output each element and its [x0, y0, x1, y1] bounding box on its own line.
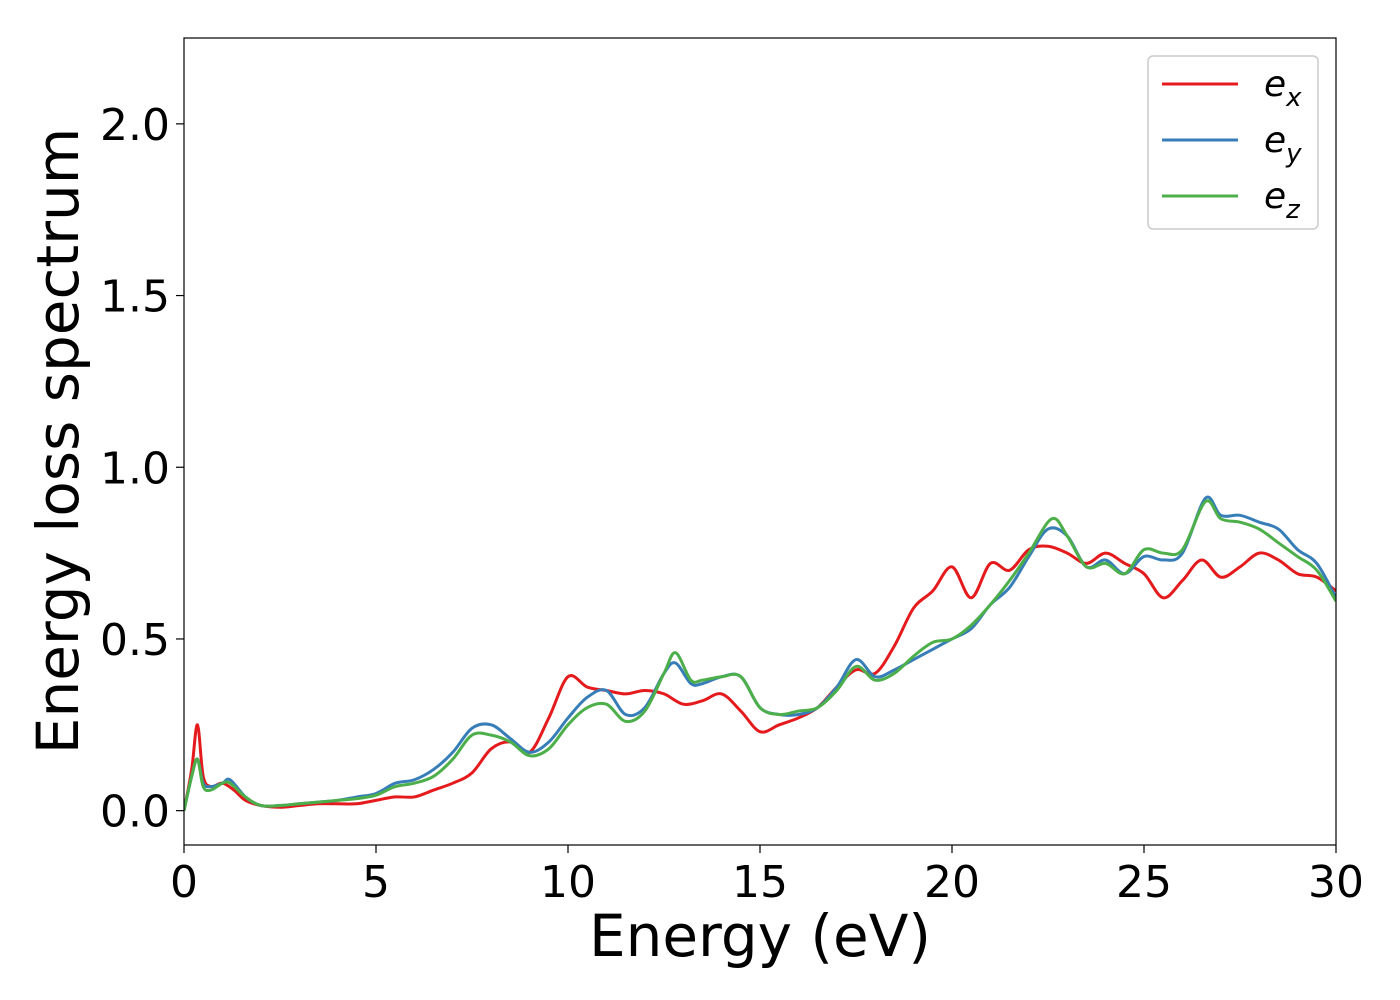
x-tick-label: 0: [170, 857, 198, 908]
legend-label-ey: ey: [1264, 120, 1302, 169]
legend-label-subscript: y: [1285, 139, 1302, 169]
legend-box: [1147, 55, 1319, 230]
legend-label-base: e: [1264, 176, 1286, 217]
x-tick-label: 30: [1308, 857, 1364, 908]
series-line-ez: [184, 499, 1336, 811]
legend-label-subscript: x: [1285, 83, 1302, 113]
y-tick-label: 0.5: [100, 615, 170, 666]
x-tick-label: 15: [732, 857, 788, 908]
legend-label-ex: ex: [1264, 64, 1302, 113]
legend-label-ez: ez: [1264, 176, 1301, 225]
legend-label-base: e: [1264, 64, 1286, 105]
y-tick-label: 1.0: [100, 443, 170, 494]
x-tick-label: 20: [924, 857, 980, 908]
y-tick-label: 0.0: [100, 787, 170, 838]
x-tick-label: 5: [362, 857, 390, 908]
legend-label-base: e: [1264, 120, 1286, 161]
x-tick-label: 10: [540, 857, 596, 908]
y-axis-label: Energy loss spectrum: [24, 128, 92, 754]
y-tick-label: 2.0: [100, 100, 170, 151]
x-tick-label: 25: [1116, 857, 1172, 908]
y-tick-label: 1.5: [100, 272, 170, 323]
x-axis-label: Energy (eV): [589, 902, 931, 970]
legend-label-subscript: z: [1285, 195, 1301, 225]
y-axis: 0.0 0.5 1.0 1.5 2.0: [100, 100, 184, 838]
x-axis: 0 5 10 15 20 25 30: [170, 845, 1364, 908]
series-group: [184, 495, 1336, 811]
